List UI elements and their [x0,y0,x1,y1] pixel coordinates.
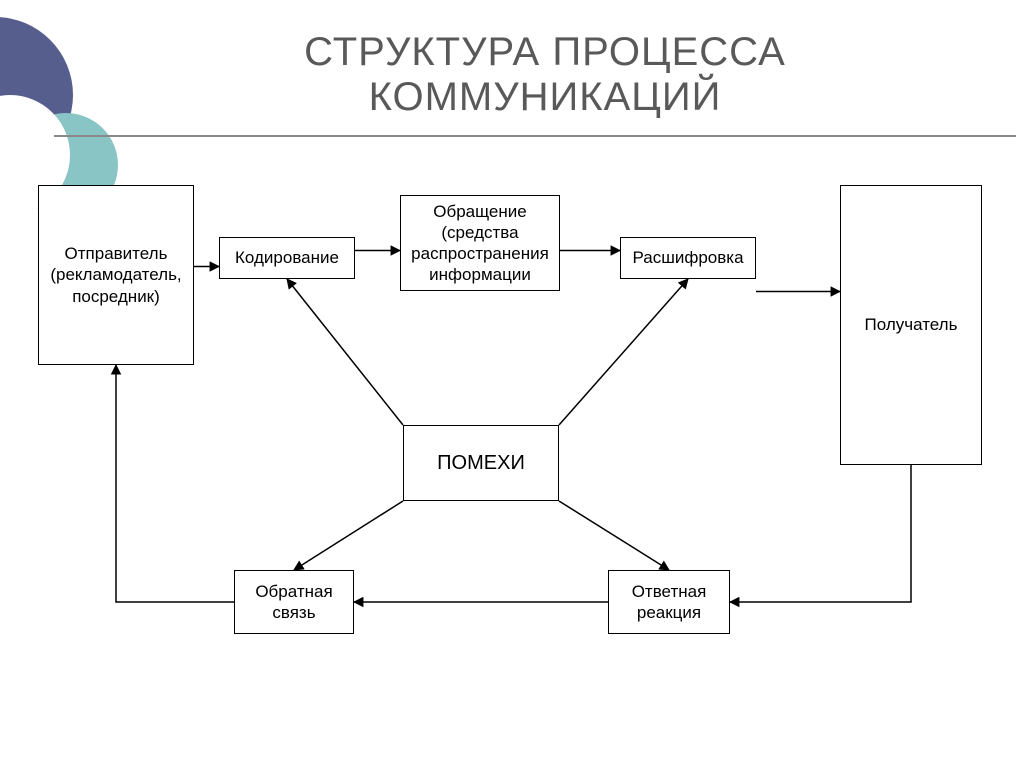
node-label: Обращение (средства распространения инфо… [401,199,559,288]
title-underline [54,135,1016,137]
node-sender: Отправитель (рекламодатель, посредник) [38,185,194,365]
node-encoding: Кодирование [219,237,355,279]
node-label: ПОМЕХИ [433,449,529,478]
page-title-text: СТРУКТУРА ПРОЦЕССА КОММУНИКАЦИЙ [304,30,786,119]
node-label: Отправитель (рекламодатель, посредник) [39,241,193,309]
node-label: Расшифровка [628,245,747,270]
edge-noise-feedback [294,501,403,570]
node-decoding: Расшифровка [620,237,756,279]
page-title: СТРУКТУРА ПРОЦЕССА КОММУНИКАЦИЙ [130,30,960,130]
edge-receiver-response [730,465,911,602]
node-feedback: Обратная связь [234,570,354,634]
node-response: Ответная реакция [608,570,730,634]
edge-noise-encoding [287,279,403,425]
node-label: Кодирование [231,245,343,270]
edge-noise-decoding [559,279,688,425]
node-noise: ПОМЕХИ [403,425,559,501]
node-message: Обращение (средства распространения инфо… [400,195,560,291]
node-label: Ответная реакция [609,579,729,626]
edge-noise-response [559,501,669,570]
edge-feedback-sender [116,365,234,602]
diagram-stage: СТРУКТУРА ПРОЦЕССА КОММУНИКАЦИЙ Отправит… [0,0,1024,768]
node-receiver: Получатель [840,185,982,465]
node-label: Получатель [861,312,962,337]
node-label: Обратная связь [235,579,353,626]
